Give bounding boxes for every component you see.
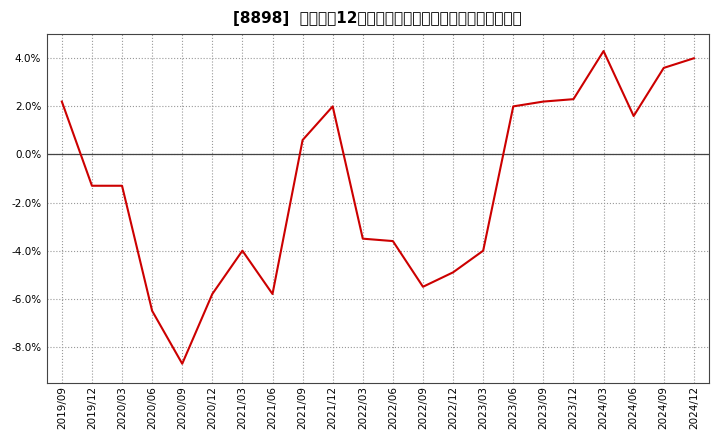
Title: [8898]  売上高の12か月移動合計の対前年同期増減率の推移: [8898] 売上高の12か月移動合計の対前年同期増減率の推移 [233, 11, 522, 26]
